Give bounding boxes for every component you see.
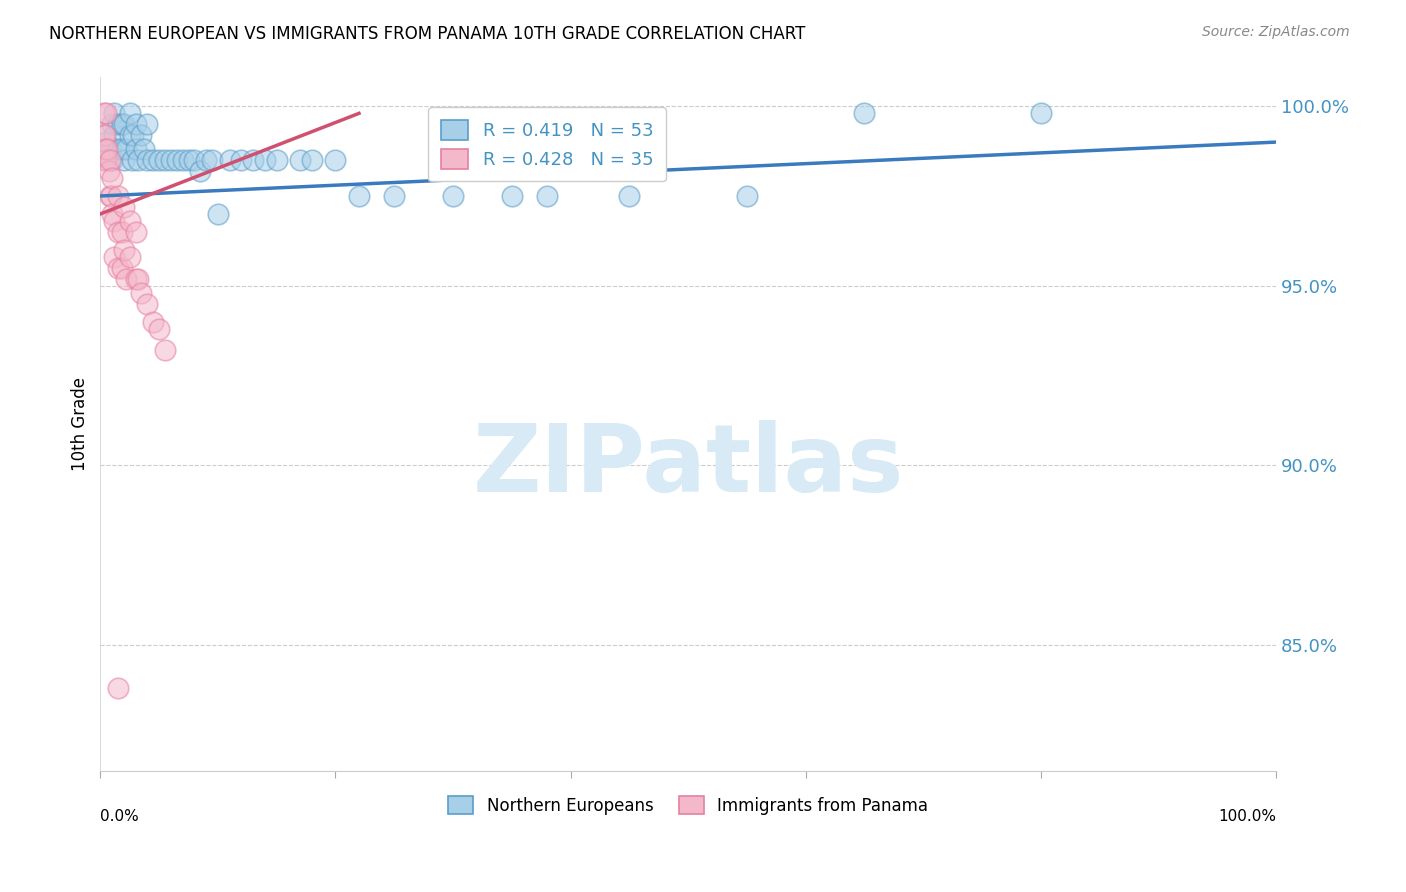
Point (853, 106, 876, 120)
Point (98, 153, 121, 167)
Point (98, 142, 121, 156)
Point (166, 153, 188, 167)
Point (124, 142, 146, 156)
Point (107, 681, 129, 695)
Point (110, 142, 132, 156)
Point (93, 153, 115, 167)
Point (148, 322, 170, 336)
Point (131, 128, 153, 142)
Point (121, 153, 143, 167)
Point (148, 153, 170, 167)
Point (93, 106, 115, 120)
Point (97, 164, 120, 178)
Text: NORTHERN EUROPEAN VS IMMIGRANTS FROM PANAMA 10TH GRADE CORRELATION CHART: NORTHERN EUROPEAN VS IMMIGRANTS FROM PAN… (49, 25, 806, 43)
Point (735, 189, 758, 203)
Point (118, 106, 141, 120)
Point (96, 153, 118, 167)
Point (124, 117, 146, 131)
Text: 100.0%: 100.0% (1218, 809, 1277, 824)
Point (619, 189, 641, 203)
Point (441, 189, 464, 203)
Point (101, 171, 124, 186)
Point (132, 142, 155, 156)
Point (103, 128, 125, 142)
Point (347, 189, 370, 203)
Point (501, 189, 523, 203)
Point (124, 225, 146, 239)
Point (96, 142, 118, 156)
Point (107, 189, 129, 203)
Point (103, 214, 125, 228)
Text: Source: ZipAtlas.com: Source: ZipAtlas.com (1202, 25, 1350, 39)
Point (112, 243, 135, 257)
Point (122, 128, 145, 142)
Point (98, 189, 121, 203)
Point (124, 271, 146, 285)
Point (94, 128, 117, 142)
Point (96, 106, 118, 120)
Point (325, 153, 347, 167)
Point (107, 142, 129, 156)
Point (107, 225, 129, 239)
Point (188, 164, 211, 178)
Point (142, 153, 165, 167)
Point (110, 225, 132, 239)
Point (101, 207, 124, 221)
Point (118, 250, 141, 264)
Point (127, 271, 149, 285)
Point (131, 285, 153, 300)
Point (101, 153, 124, 167)
Point (142, 315, 165, 329)
Point (253, 153, 276, 167)
Point (96, 135, 118, 149)
Point (290, 153, 312, 167)
Point (207, 207, 229, 221)
Point (103, 250, 125, 264)
Legend: Northern Europeans, Immigrants from Panama: Northern Europeans, Immigrants from Pana… (441, 789, 935, 822)
Point (153, 153, 176, 167)
Point (107, 260, 129, 275)
Point (231, 153, 253, 167)
Point (107, 117, 129, 131)
Point (301, 153, 323, 167)
Point (1029, 106, 1052, 120)
Point (160, 153, 183, 167)
Point (153, 343, 176, 358)
Point (242, 153, 264, 167)
Point (115, 142, 138, 156)
Point (101, 117, 124, 131)
Y-axis label: 10th Grade: 10th Grade (72, 377, 89, 471)
Point (110, 117, 132, 131)
Point (127, 153, 149, 167)
Point (136, 297, 159, 311)
Point (94, 142, 117, 156)
Point (172, 153, 194, 167)
Point (177, 153, 200, 167)
Point (112, 117, 135, 131)
Point (112, 153, 135, 167)
Point (201, 153, 224, 167)
Point (536, 189, 558, 203)
Point (218, 153, 240, 167)
Point (136, 153, 159, 167)
Point (115, 271, 138, 285)
Point (382, 189, 405, 203)
Point (118, 128, 141, 142)
Point (100, 189, 122, 203)
Point (136, 117, 159, 131)
Point (103, 106, 125, 120)
Point (110, 260, 132, 275)
Point (93, 128, 115, 142)
Text: ZIPatlas: ZIPatlas (472, 419, 904, 512)
Text: 0.0%: 0.0% (100, 809, 139, 824)
Point (195, 153, 218, 167)
Point (266, 153, 288, 167)
Point (112, 200, 135, 214)
Point (183, 153, 205, 167)
Point (118, 214, 141, 228)
